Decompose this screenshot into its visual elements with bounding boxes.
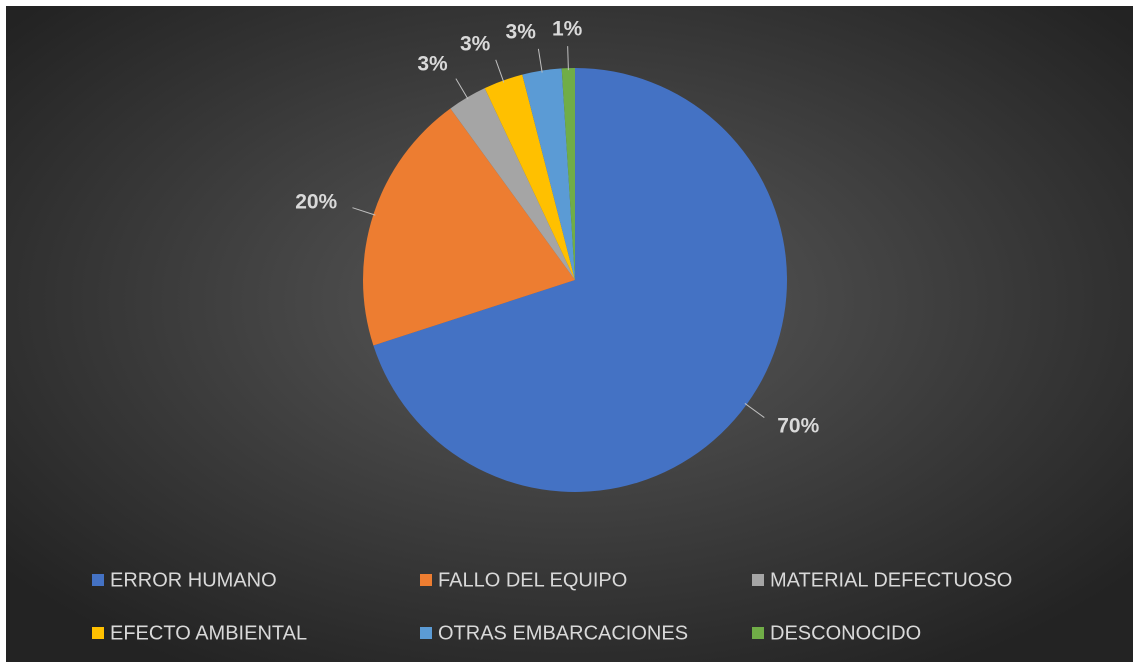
legend-label: OTRAS EMBARCACIONES	[438, 622, 688, 644]
pie-slice	[484, 74, 575, 280]
pie-slice	[373, 68, 787, 493]
legend-label: ERROR HUMANO	[110, 569, 277, 591]
legend-label: EFECTO AMBIENTAL	[110, 622, 307, 644]
leader-line	[567, 46, 569, 71]
pie-slice	[522, 68, 575, 280]
pie-slice	[450, 88, 575, 280]
legend-swatch	[420, 574, 432, 586]
data-label: 70%	[777, 414, 819, 437]
data-label: 3%	[417, 52, 448, 75]
data-label: 20%	[295, 190, 337, 213]
data-label: 1%	[552, 18, 583, 41]
pie-slice	[362, 108, 575, 346]
leader-line	[744, 403, 765, 418]
legend-label: DESCONOCIDO	[770, 622, 921, 644]
legend-label: FALLO DEL EQUIPO	[438, 569, 627, 591]
leader-line	[537, 48, 543, 73]
legend-swatch	[92, 627, 104, 639]
legend-swatch	[420, 627, 432, 639]
leader-line	[495, 59, 505, 83]
leader-line	[455, 78, 469, 100]
legend-swatch	[752, 574, 764, 586]
legend-swatch	[92, 574, 104, 586]
legend-swatch	[752, 627, 764, 639]
data-label: 3%	[506, 21, 537, 44]
data-label: 3%	[460, 32, 491, 55]
leader-line	[352, 207, 376, 216]
legend-label: MATERIAL DEFECTUOSO	[770, 569, 1012, 591]
pie-slice	[561, 68, 575, 280]
